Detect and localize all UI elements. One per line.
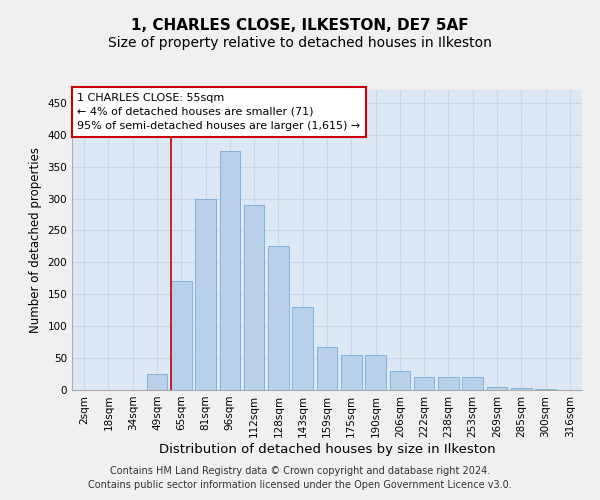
Bar <box>487 387 508 390</box>
Text: 1 CHARLES CLOSE: 55sqm
← 4% of detached houses are smaller (71)
95% of semi-deta: 1 CHARLES CLOSE: 55sqm ← 4% of detached … <box>77 93 361 131</box>
Bar <box>511 388 532 390</box>
X-axis label: Distribution of detached houses by size in Ilkeston: Distribution of detached houses by size … <box>158 442 496 456</box>
Bar <box>317 346 337 390</box>
Bar <box>268 246 289 390</box>
Text: Size of property relative to detached houses in Ilkeston: Size of property relative to detached ho… <box>108 36 492 50</box>
Bar <box>146 374 167 390</box>
Bar <box>389 371 410 390</box>
Bar <box>438 377 459 390</box>
Bar <box>220 150 240 390</box>
Y-axis label: Number of detached properties: Number of detached properties <box>29 147 42 333</box>
Bar <box>171 282 191 390</box>
Bar <box>292 307 313 390</box>
Bar <box>414 377 434 390</box>
Bar <box>365 355 386 390</box>
Bar <box>341 355 362 390</box>
Text: 1, CHARLES CLOSE, ILKESTON, DE7 5AF: 1, CHARLES CLOSE, ILKESTON, DE7 5AF <box>131 18 469 32</box>
Text: Contains HM Land Registry data © Crown copyright and database right 2024.
Contai: Contains HM Land Registry data © Crown c… <box>88 466 512 490</box>
Bar <box>463 377 483 390</box>
Bar <box>244 205 265 390</box>
Bar <box>195 198 216 390</box>
Bar <box>535 388 556 390</box>
